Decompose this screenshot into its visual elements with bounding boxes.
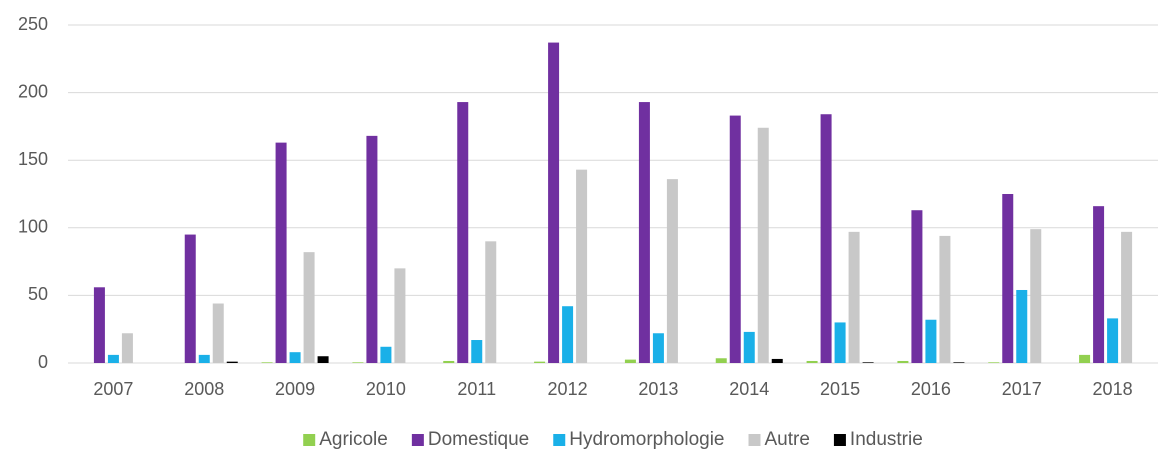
bar [184,234,196,363]
legend-swatch [411,434,424,446]
legend-label: Industrie [850,429,923,450]
bar [471,340,483,363]
bar [757,127,769,363]
y-tick-label: 200 [18,81,48,101]
legend-swatch [748,434,761,446]
bar [1002,194,1014,363]
x-tick-label: 2016 [911,379,951,399]
x-tick-label: 2012 [548,379,588,399]
legend-swatch [833,434,846,446]
bar [939,235,951,363]
bar [806,360,818,363]
y-tick-label: 150 [18,149,48,169]
bar [366,135,378,363]
bar [1079,354,1091,363]
bar [93,287,105,363]
bar [1030,229,1042,363]
bar [1093,206,1105,363]
legend-label: Agricole [319,429,388,450]
bar [226,361,238,363]
y-tick-label: 0 [38,352,48,372]
legend-swatch [553,434,566,446]
x-tick-label: 2018 [1093,379,1133,399]
bar [729,115,741,363]
bar [771,358,783,363]
y-tick-label: 50 [28,284,48,304]
bar [534,361,546,363]
y-tick-label: 100 [18,217,48,237]
bar [862,362,874,363]
bar [820,114,832,364]
x-tick-label: 2013 [638,379,678,399]
x-tick-label: 2017 [1002,379,1042,399]
bar [666,179,678,363]
bar [1107,318,1119,363]
bar [624,359,636,363]
bar [394,268,406,363]
bar [834,322,846,363]
legend-label: Hydromorphologie [569,429,724,450]
bar [562,306,574,363]
bar [289,352,301,363]
bar [988,362,1000,363]
bar [1016,289,1028,363]
bar [303,252,315,363]
bar [198,354,210,363]
bar [911,210,923,363]
bar [576,169,588,363]
bar [107,354,119,363]
bar [121,333,133,363]
bar [925,319,937,363]
bar [352,362,364,363]
x-tick-label: 2010 [366,379,406,399]
bar [212,303,224,363]
x-tick-label: 2014 [729,379,769,399]
bar [317,356,329,363]
bar [485,241,497,363]
bar [275,142,287,363]
x-tick-label: 2009 [275,379,315,399]
legend-label: Domestique [428,429,529,450]
bar [457,102,469,364]
legend-label: Autre [765,429,810,450]
bar [548,42,560,364]
y-tick-label: 250 [18,14,48,34]
bar [848,231,860,363]
bar [638,102,650,364]
bar [743,331,755,363]
legend-swatch [303,434,316,446]
x-tick-label: 2007 [93,379,133,399]
x-tick-label: 2008 [184,379,224,399]
bar [443,360,455,363]
bar [261,362,273,363]
bar [897,360,909,363]
x-tick-label: 2011 [457,379,496,399]
bar [1121,231,1133,363]
bar [715,358,727,363]
bar [953,362,965,363]
x-tick-label: 2015 [820,379,860,399]
bar [652,333,664,363]
bar [380,346,392,363]
